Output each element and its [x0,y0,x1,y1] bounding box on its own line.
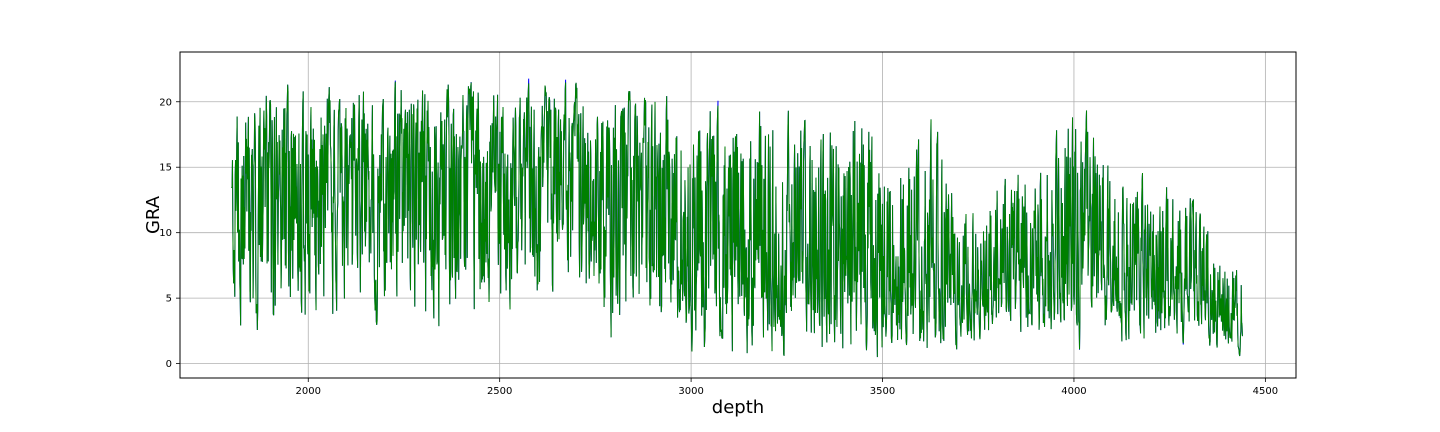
axis-ticks: 2000 2500 3000 3500 4000 4500 0 5 10 15 20 [159,97,1278,397]
x-tick-label: 2500 [487,386,512,397]
x-tick-label: 2000 [296,386,321,397]
series-line-green [231,81,1243,358]
x-tick-label: 4000 [1061,386,1086,397]
y-tick-label: 0 [166,359,172,370]
y-axis-title: GRA [143,195,164,234]
y-tick-label: 5 [166,294,172,305]
y-tick-label: 10 [159,228,172,239]
x-tick-label: 3500 [870,386,895,397]
x-tick-label: 3000 [678,386,703,397]
plot-frame [179,51,1297,379]
plot-series [231,78,1243,358]
x-tick-label: 4500 [1253,386,1278,397]
y-tick-label: 20 [159,97,172,108]
y-tick-label: 15 [159,163,172,174]
x-axis-title: depth [712,397,764,418]
